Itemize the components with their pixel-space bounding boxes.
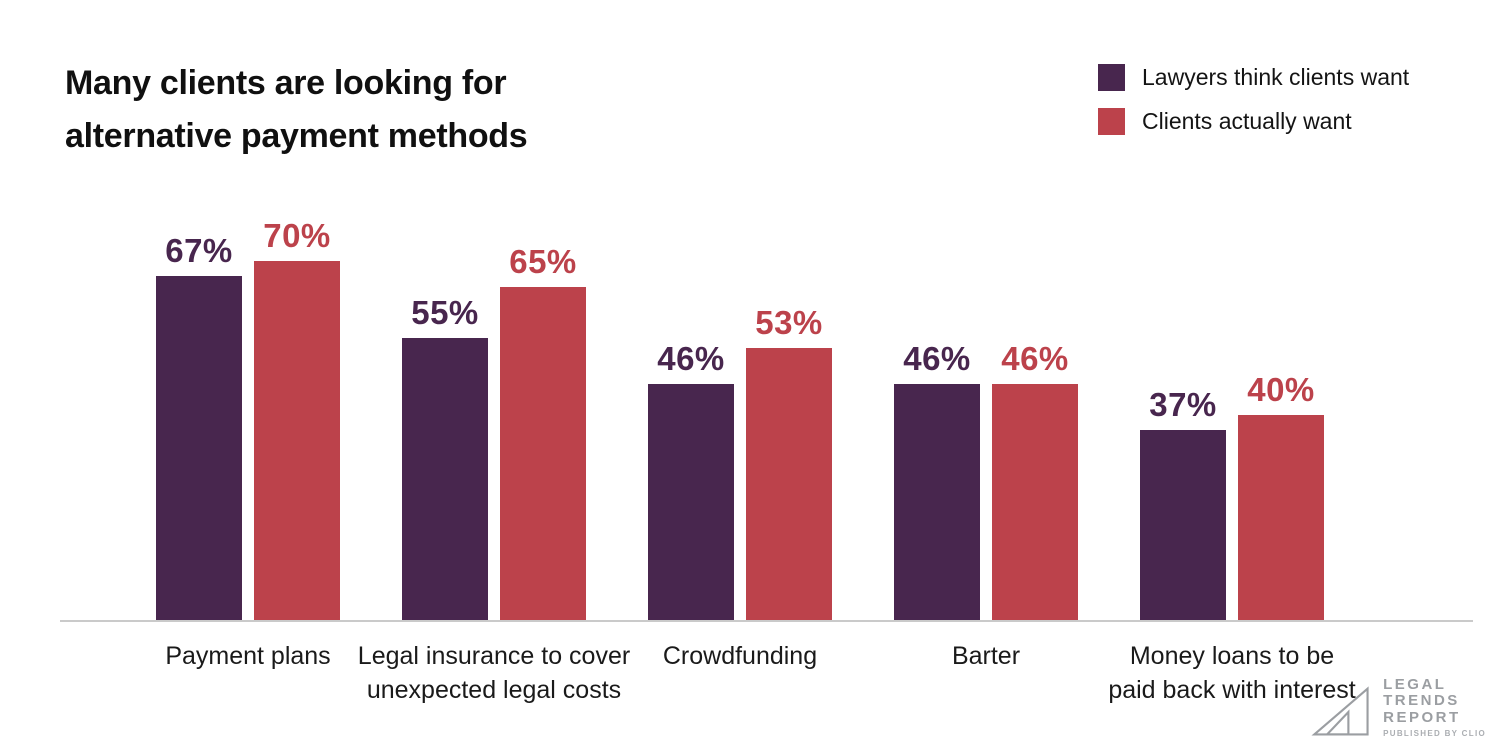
bar	[1238, 415, 1324, 620]
logo-title: LEGAL TRENDS REPORT	[1383, 675, 1461, 726]
legend-label-lawyers: Lawyers think clients want	[1142, 64, 1410, 90]
bar-value-label: 46%	[903, 340, 971, 377]
legend-item-lawyers: Lawyers think clients want	[1098, 64, 1409, 91]
bar-group-5: 37% 40%	[1140, 371, 1324, 620]
logo-text-block: LEGAL TRENDS REPORT PUBLISHED BY CLIO	[1383, 675, 1486, 738]
bar-column: 46%	[894, 340, 980, 620]
bar-group-3: 46% 53%	[648, 304, 832, 620]
bar-group-2: 55% 65%	[402, 243, 586, 620]
bar-value-label: 40%	[1247, 371, 1315, 408]
bar-column: 37%	[1140, 386, 1226, 620]
bar	[746, 348, 832, 620]
bar-value-label: 65%	[509, 243, 577, 280]
bar-column: 65%	[500, 243, 586, 620]
category-label: Legal insurance to cover unexpected lega…	[357, 642, 631, 704]
category-label: Money loans to be paid back with interes…	[1108, 642, 1356, 704]
bar	[156, 276, 242, 620]
bar-value-label: 70%	[263, 217, 331, 254]
bar-column: 55%	[402, 294, 488, 620]
bar	[402, 338, 488, 620]
bar-column: 46%	[992, 340, 1078, 620]
bar-column: 70%	[254, 217, 340, 620]
bar-value-label: 67%	[165, 232, 233, 269]
chart-title: Many clients are looking for alternative…	[65, 64, 528, 155]
bar-group-4: 46% 46%	[894, 340, 1078, 620]
logo-tagline: PUBLISHED BY CLIO	[1383, 729, 1486, 738]
bar-plot-area: 67% 70% 55% 65% 46% 53% 46% 46% 37% 40%	[60, 200, 1473, 622]
category-label: Barter	[951, 642, 1021, 670]
bar	[648, 384, 734, 620]
bar-group-1: 67% 70%	[156, 217, 340, 620]
bar	[894, 384, 980, 620]
bar-value-label: 37%	[1149, 386, 1217, 423]
legal-trends-report-logo: LEGAL TRENDS REPORT PUBLISHED BY CLIO	[1309, 675, 1486, 738]
legend: Lawyers think clients want Clients actua…	[1098, 64, 1409, 152]
bar-column: 46%	[648, 340, 734, 620]
legend-label-clients: Clients actually want	[1142, 108, 1352, 134]
bar-column: 40%	[1238, 371, 1324, 620]
bar	[992, 384, 1078, 620]
category-label: Crowdfunding	[662, 642, 818, 670]
legend-swatch-lawyers-icon	[1098, 64, 1125, 91]
bar-value-label: 46%	[1001, 340, 1069, 377]
triangles-logo-icon	[1311, 686, 1369, 736]
category-axis-labels: Payment plans Legal insurance to cover un…	[60, 640, 1473, 720]
category-label: Payment plans	[165, 642, 331, 670]
bar	[1140, 430, 1226, 620]
bar	[500, 287, 586, 620]
bar-value-label: 46%	[657, 340, 725, 377]
bar	[254, 261, 340, 620]
bar-value-label: 53%	[755, 304, 823, 341]
legend-swatch-clients-icon	[1098, 108, 1125, 135]
bar-value-label: 55%	[411, 294, 479, 331]
bar-column: 53%	[746, 304, 832, 620]
bar-column: 67%	[156, 232, 242, 620]
legend-item-clients: Clients actually want	[1098, 108, 1409, 135]
